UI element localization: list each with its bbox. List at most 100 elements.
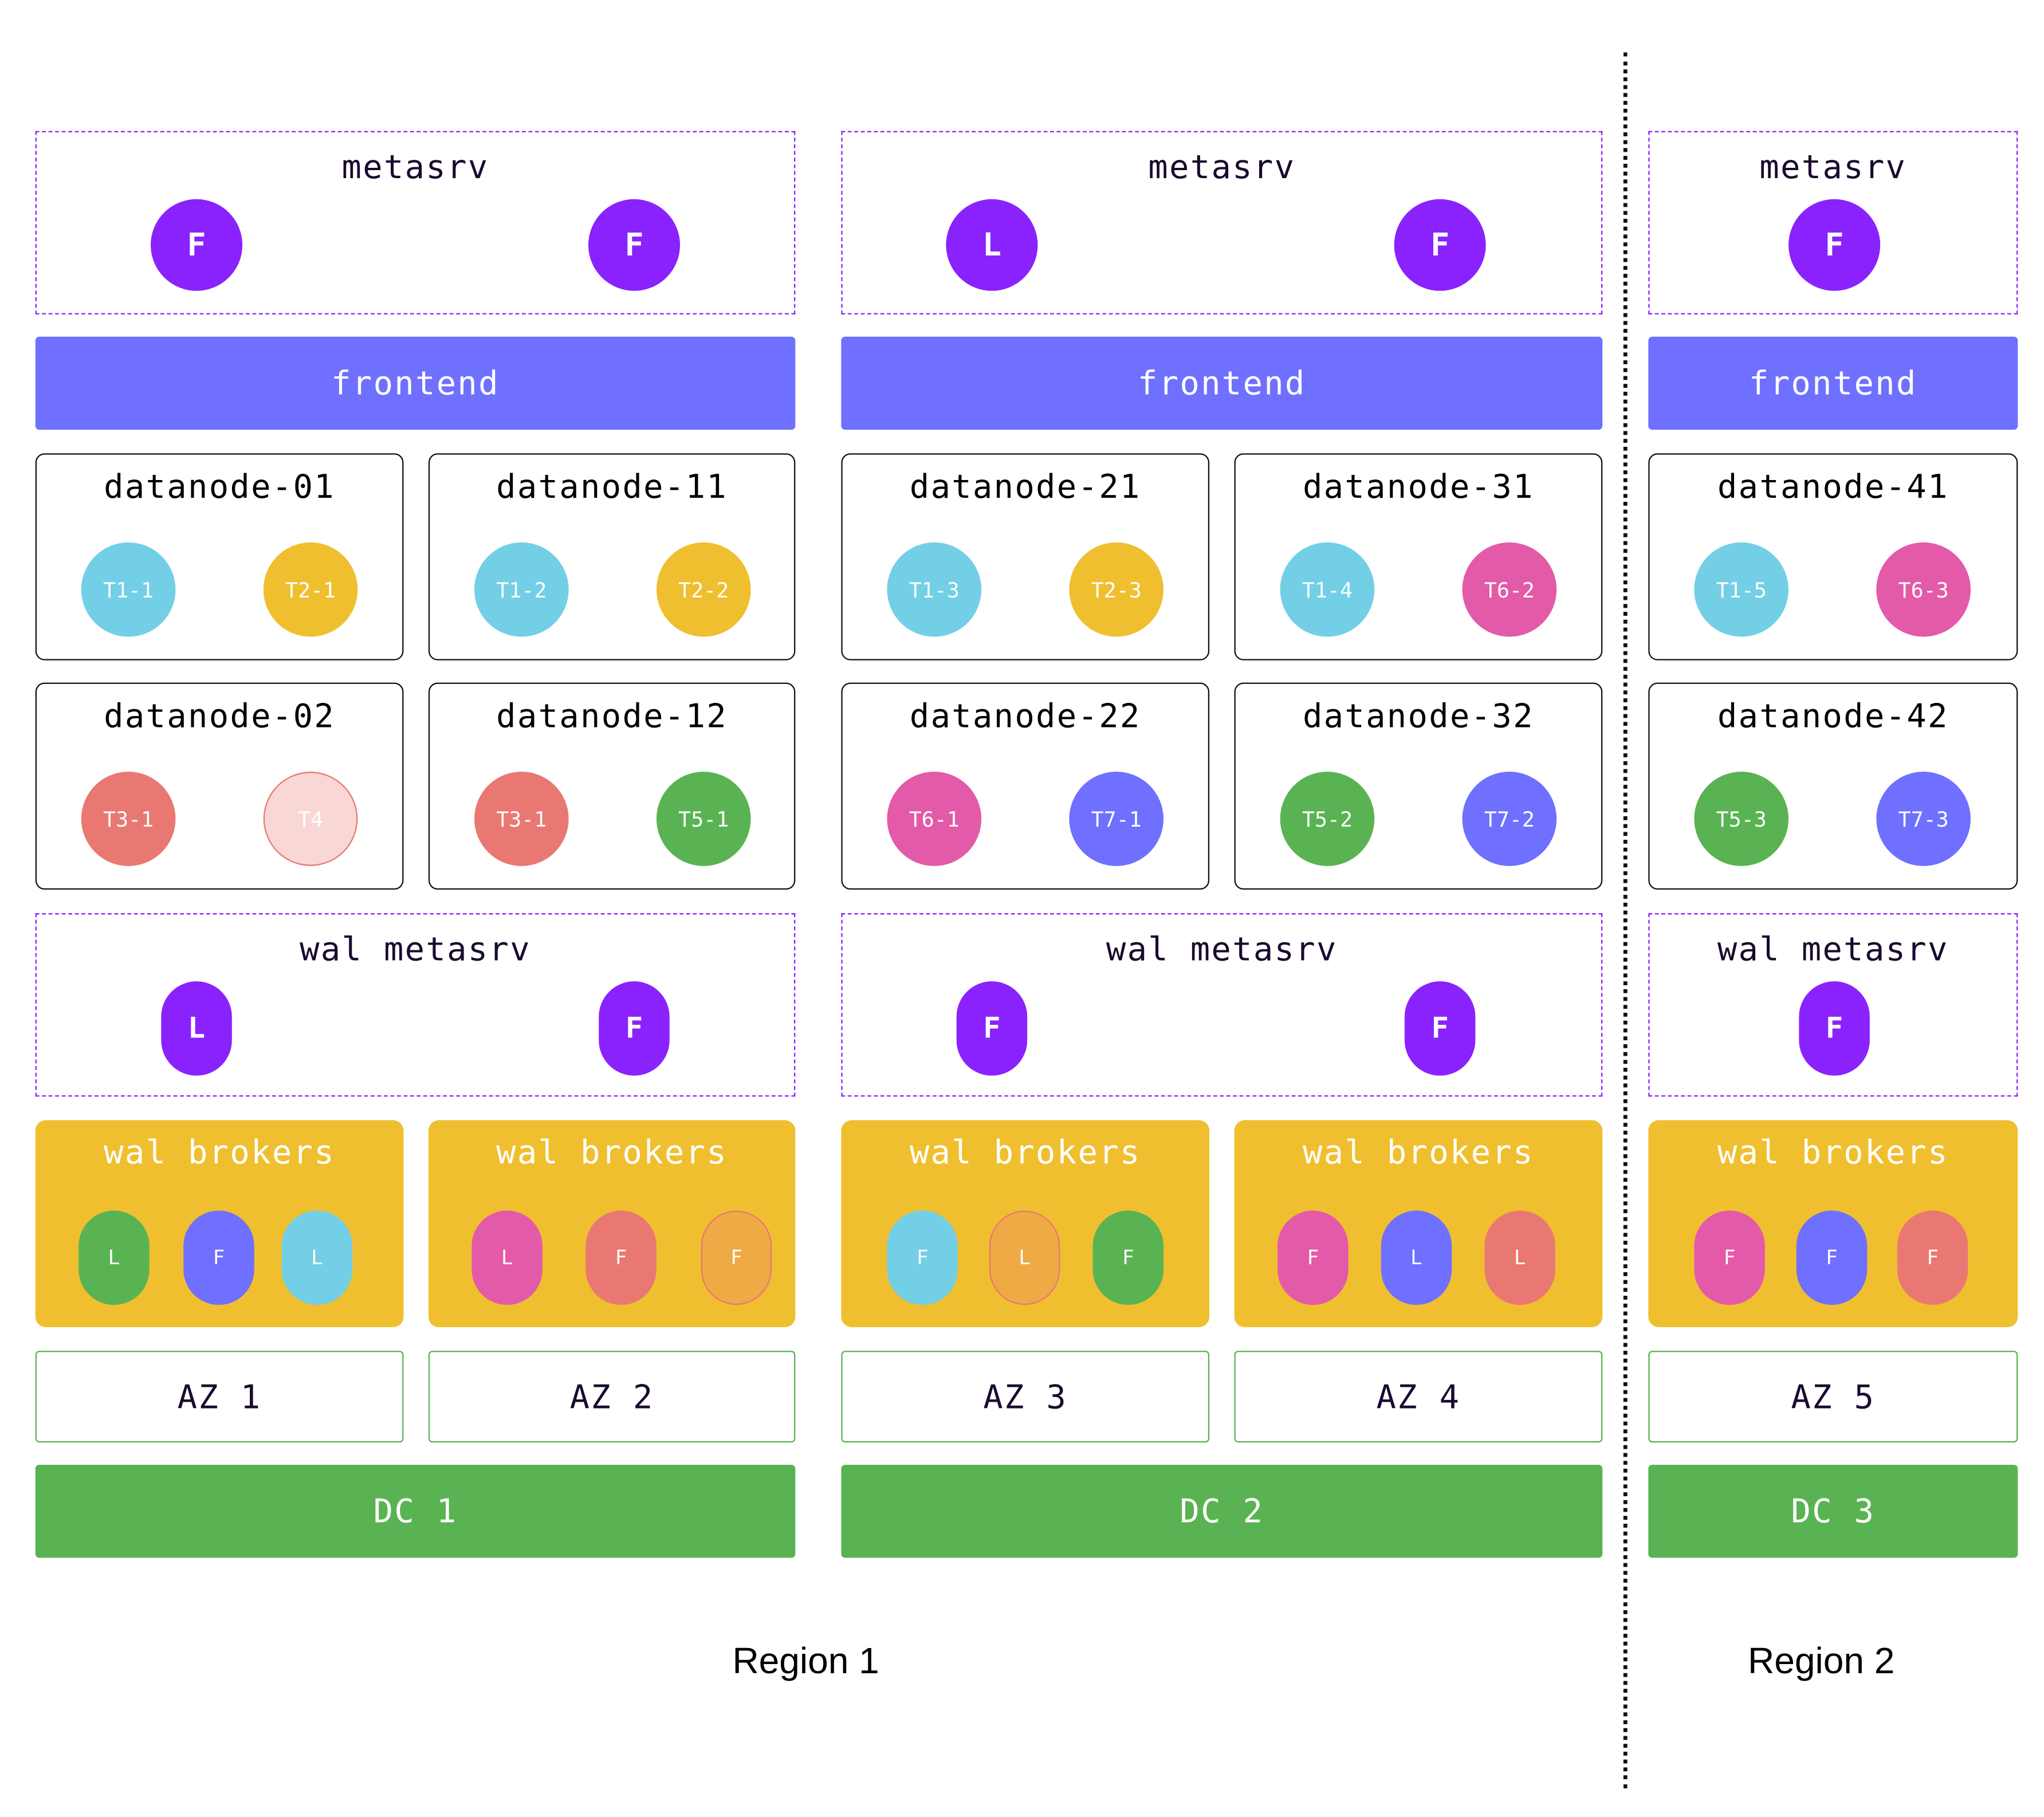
tablet-region: T2-1 (263, 542, 358, 637)
datanode: datanode-32 T5-2 T7-2 (1234, 682, 1603, 890)
datacenter: DC 2 (841, 1465, 1603, 1558)
datanode: datanode-02 T3-1 T4 (35, 682, 404, 890)
datanode: datanode-41 T1-5 T6-3 (1648, 453, 2018, 660)
tablet-region: T6-1 (887, 772, 982, 866)
wal-brokers: wal brokers F L L (1234, 1120, 1603, 1327)
wal-broker: L (471, 1210, 543, 1305)
region-divider (1623, 52, 1628, 1789)
frontend-label: frontend (331, 364, 500, 403)
availability-zone: AZ 2 (428, 1351, 796, 1443)
wal-metasrv-group: wal metasrv F F (841, 913, 1603, 1097)
wal-broker: L (989, 1210, 1060, 1305)
metasrv-title: metasrv (1759, 148, 1907, 186)
tablet-region: T1-3 (887, 542, 982, 637)
availability-zone-label: AZ 5 (1791, 1377, 1876, 1416)
metasrv-group: metasrv F F (35, 131, 796, 314)
tablet-region: T5-1 (656, 772, 751, 866)
datacenter-label: DC 3 (1791, 1492, 1876, 1531)
metasrv-node: F (1789, 199, 1881, 291)
wal-brokers-title: wal brokers (1302, 1133, 1534, 1171)
wal-broker: F (1278, 1210, 1349, 1305)
wal-broker: L (281, 1210, 353, 1305)
datacenter-label: DC 1 (373, 1492, 458, 1531)
availability-zone: AZ 3 (841, 1351, 1210, 1443)
datacenter: DC 3 (1648, 1465, 2018, 1558)
wal-broker: F (1796, 1210, 1868, 1305)
datanode: datanode-31 T1-4 T6-2 (1234, 453, 1603, 660)
metasrv-title: metasrv (341, 148, 489, 186)
tablet-region: T3-1 (81, 772, 176, 866)
datacenter-label: DC 2 (1180, 1492, 1264, 1531)
tablet-region: T1-2 (474, 542, 569, 637)
wal-metasrv-node: F (956, 981, 1028, 1076)
wal-brokers-title: wal brokers (104, 1133, 336, 1171)
tablet-region: T3-1 (474, 772, 569, 866)
wal-brokers-title: wal brokers (496, 1133, 728, 1171)
datanode: datanode-11 T1-2 T2-2 (428, 453, 796, 660)
tablet-region: T1-4 (1280, 542, 1375, 637)
region-label: Region 2 (1748, 1640, 1895, 1681)
tablet-region: T4 (263, 772, 358, 866)
datanode: datanode-12 T3-1 T5-1 (428, 682, 796, 890)
tablet-region: T2-2 (656, 542, 751, 637)
wal-broker: F (1897, 1210, 1968, 1305)
availability-zone: AZ 4 (1234, 1351, 1603, 1443)
tablet-region: T1-1 (81, 542, 176, 637)
wal-metasrv-title: wal metasrv (1106, 930, 1338, 969)
wal-broker: F (1092, 1210, 1164, 1305)
wal-brokers-title: wal brokers (1717, 1133, 1949, 1171)
wal-metasrv-title: wal metasrv (300, 930, 531, 969)
region-label: Region 1 (732, 1640, 879, 1681)
wal-brokers: wal brokers F F F (1648, 1120, 2018, 1327)
wal-broker: F (1694, 1210, 1765, 1305)
wal-broker: L (78, 1210, 150, 1305)
tablet-region: T7-1 (1069, 772, 1164, 866)
metasrv-group: metasrv F (1648, 131, 2018, 314)
wal-broker: F (887, 1210, 958, 1305)
wal-brokers: wal brokers L F L (35, 1120, 404, 1327)
datanode-name: datanode-22 (909, 697, 1141, 736)
datanode-name: datanode-11 (496, 467, 728, 506)
frontend-label: frontend (1748, 364, 1917, 403)
wal-metasrv-group: wal metasrv L F (35, 913, 796, 1097)
tablet-region: T7-3 (1876, 772, 1971, 866)
datanode: datanode-21 T1-3 T2-3 (841, 453, 1210, 660)
frontend: frontend (1648, 336, 2018, 430)
datanode-name: datanode-31 (1302, 467, 1534, 506)
wal-metasrv-node: F (599, 981, 670, 1076)
wal-metasrv-node: F (1404, 981, 1476, 1076)
metasrv-node: F (1394, 199, 1486, 291)
wal-metasrv-node: F (1799, 981, 1870, 1076)
frontend: frontend (841, 336, 1603, 430)
datacenter: DC 1 (35, 1465, 796, 1558)
datanode: datanode-42 T5-3 T7-3 (1648, 682, 2018, 890)
metasrv-node: F (151, 199, 243, 291)
datanode-name: datanode-12 (496, 697, 728, 736)
datanode-name: datanode-32 (1302, 697, 1534, 736)
availability-zone: AZ 5 (1648, 1351, 2018, 1443)
wal-broker: F (701, 1210, 772, 1305)
wal-metasrv-group: wal metasrv F (1648, 913, 2018, 1097)
wal-broker: L (1381, 1210, 1452, 1305)
wal-brokers-title: wal brokers (909, 1133, 1141, 1171)
tablet-region: T5-3 (1694, 772, 1789, 866)
wal-broker: F (585, 1210, 657, 1305)
frontend: frontend (35, 336, 796, 430)
wal-metasrv-node: L (161, 981, 232, 1076)
tablet-region: T7-2 (1462, 772, 1557, 866)
tablet-region: T1-5 (1694, 542, 1789, 637)
wal-broker: F (183, 1210, 254, 1305)
availability-zone-label: AZ 2 (569, 1377, 654, 1416)
availability-zone-label: AZ 1 (177, 1377, 262, 1416)
metasrv-title: metasrv (1148, 148, 1296, 186)
metasrv-node: F (588, 199, 681, 291)
availability-zone: AZ 1 (35, 1351, 404, 1443)
tablet-region: T5-2 (1280, 772, 1375, 866)
tablet-region: T6-3 (1876, 542, 1971, 637)
tablet-region: T2-3 (1069, 542, 1164, 637)
frontend-label: frontend (1137, 364, 1306, 403)
datanode-name: datanode-21 (909, 467, 1141, 506)
datanode: datanode-22 T6-1 T7-1 (841, 682, 1210, 890)
datanode-name: datanode-41 (1717, 467, 1949, 506)
